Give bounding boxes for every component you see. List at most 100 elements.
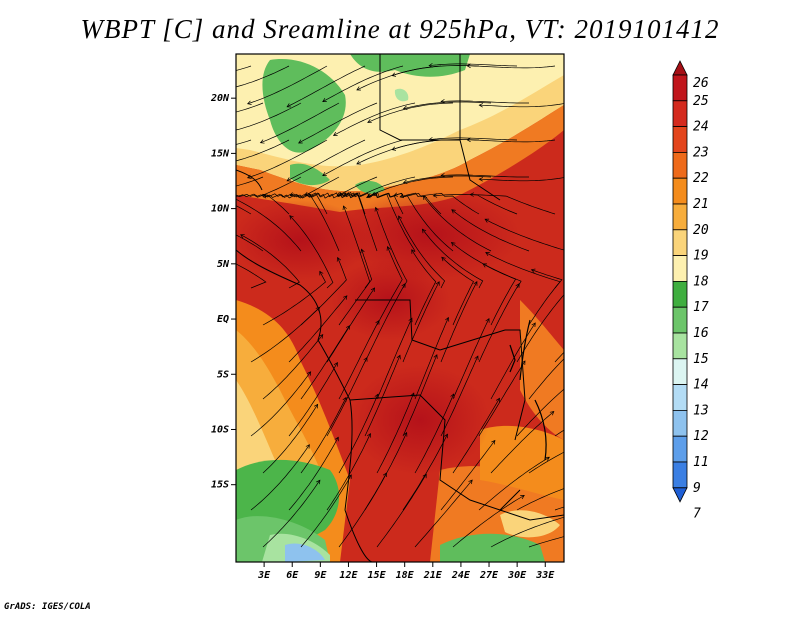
streamline-arrow bbox=[440, 173, 445, 178]
streamline bbox=[490, 322, 536, 400]
streamline-arrow bbox=[334, 436, 339, 442]
streamline-arrow bbox=[342, 192, 348, 197]
streamline bbox=[484, 218, 564, 251]
streamline-arrow bbox=[577, 376, 581, 380]
streamline-arrow bbox=[342, 205, 347, 210]
streamline-arrow bbox=[403, 431, 408, 437]
streamline bbox=[247, 139, 328, 179]
streamline-arrow bbox=[177, 191, 181, 195]
streamline-arrow bbox=[318, 334, 324, 339]
streamline-arrow bbox=[286, 103, 292, 108]
streamline-arrow bbox=[485, 318, 490, 323]
streamline-arrow bbox=[356, 160, 361, 165]
streamline-arrow bbox=[343, 295, 348, 300]
streamline bbox=[403, 175, 492, 184]
streamline bbox=[236, 102, 302, 131]
chart-title: WBPT [C] and Sreamline at 925hPa, VT: 20… bbox=[80, 14, 720, 44]
streamline-arrow bbox=[594, 476, 598, 480]
streamline-arrow bbox=[375, 319, 380, 325]
colorbar-label: 15 bbox=[693, 352, 709, 367]
streamline-arrow bbox=[396, 354, 401, 360]
streamline-arrow bbox=[478, 103, 484, 108]
streamline bbox=[260, 102, 340, 144]
streamline bbox=[414, 317, 449, 400]
streamline bbox=[467, 65, 556, 69]
streamline-arrow bbox=[240, 234, 245, 239]
country-borders bbox=[236, 54, 564, 562]
streamline bbox=[376, 318, 413, 400]
lat-tick-label: 5S bbox=[217, 369, 229, 380]
streamline-arrow bbox=[466, 63, 471, 69]
colorbar-box bbox=[672, 126, 688, 153]
streamline-arrow bbox=[549, 411, 555, 416]
lon-tick-label: 21E bbox=[423, 570, 443, 581]
streamline bbox=[554, 351, 564, 363]
streamline bbox=[479, 177, 564, 182]
streamline bbox=[376, 246, 403, 326]
lon-tick-label: 12E bbox=[339, 570, 358, 581]
streamline-arrow bbox=[336, 256, 342, 262]
streamline bbox=[262, 334, 324, 400]
lon-tick-label: 33E bbox=[535, 570, 555, 581]
streamline-arrow bbox=[478, 177, 484, 182]
colorbar-label: 11 bbox=[693, 455, 709, 470]
streamline bbox=[452, 495, 525, 548]
streamline-arrow bbox=[422, 195, 428, 201]
colorbar-box bbox=[672, 229, 688, 257]
streamline-arrow bbox=[262, 193, 267, 199]
latitude-axis: 20N 15N 10N 5N EQ 5S 10S 15S bbox=[210, 93, 236, 491]
colorbar: 26 25 24 23 22 21 20 19 18 17 16 15 14 13 12 11 9 7 bbox=[672, 60, 709, 522]
lon-tick-label: 18E bbox=[396, 570, 415, 581]
streamline-arrow bbox=[469, 192, 474, 197]
streamline-arrow bbox=[428, 63, 433, 68]
streamline bbox=[236, 102, 264, 113]
streamline bbox=[236, 176, 264, 187]
streamline-arrow bbox=[305, 444, 310, 449]
streamline-arrow bbox=[168, 193, 172, 197]
streamline-arrow bbox=[445, 316, 450, 322]
streamline bbox=[288, 362, 338, 437]
streamline bbox=[262, 271, 326, 326]
streamline-arrow bbox=[643, 437, 647, 440]
streamline-arrow bbox=[399, 193, 405, 199]
streamline-arrow bbox=[520, 495, 525, 500]
streamline-arrow bbox=[644, 514, 648, 518]
streamline-arrow bbox=[545, 456, 550, 461]
streamline bbox=[333, 102, 416, 136]
lon-tick-label: 27E bbox=[479, 570, 499, 581]
streamline bbox=[366, 192, 416, 252]
colorbar-box bbox=[672, 409, 688, 437]
colorbar-box bbox=[672, 384, 688, 411]
streamline bbox=[402, 434, 448, 511]
streamline bbox=[478, 456, 550, 511]
lon-tick-label: 24E bbox=[451, 570, 471, 581]
streamline bbox=[393, 192, 454, 252]
colorbar-box bbox=[672, 151, 688, 179]
lat-tick-label: EQ bbox=[217, 314, 229, 325]
streamline bbox=[367, 176, 454, 197]
colorbar-label: 22 bbox=[693, 171, 709, 186]
streamline bbox=[343, 192, 404, 215]
colorbar-box bbox=[672, 74, 688, 102]
streamline-arrow bbox=[450, 242, 456, 247]
streamline-arrow bbox=[164, 75, 168, 79]
streamline bbox=[422, 228, 484, 289]
streamline-arrow bbox=[289, 192, 295, 197]
streamline bbox=[452, 398, 500, 474]
streamline-arrow bbox=[206, 164, 210, 168]
streamline-arrow bbox=[374, 206, 379, 212]
streamline bbox=[528, 358, 564, 400]
colorbar-label: 21 bbox=[693, 197, 709, 212]
streamline bbox=[423, 195, 492, 252]
streamline-arrow bbox=[474, 355, 479, 361]
streamline bbox=[429, 63, 518, 67]
wbpt-shading bbox=[164, 54, 648, 562]
streamline-arrow bbox=[495, 397, 500, 403]
streamline-arrow bbox=[304, 191, 309, 196]
streamline bbox=[289, 215, 334, 289]
colorbar-label: 18 bbox=[693, 274, 709, 289]
colorbar-bottom-arrow bbox=[672, 487, 688, 503]
streamline-arrow bbox=[603, 432, 607, 436]
streamline-arrow bbox=[206, 90, 210, 94]
